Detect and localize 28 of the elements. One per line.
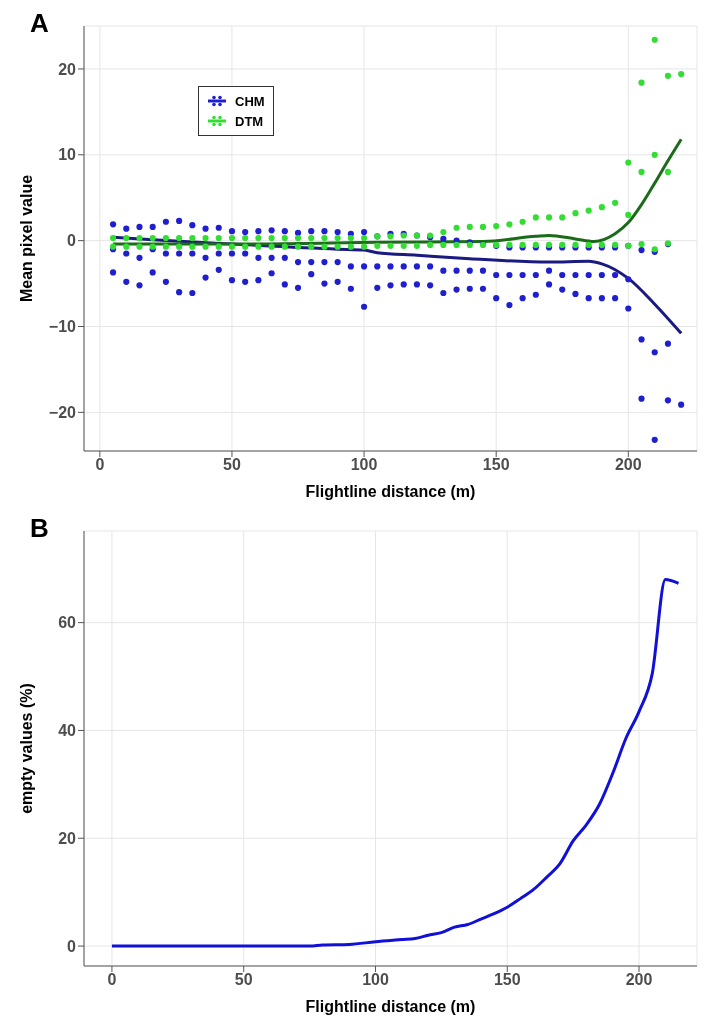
x-tick-label: 50 — [223, 456, 241, 474]
line-series — [110, 578, 681, 948]
chart-title: B — [30, 513, 49, 544]
x-tick-label: 150 — [493, 971, 521, 989]
y-tick-label: −10 — [48, 318, 77, 336]
x-tick-label: 0 — [107, 971, 117, 989]
x-tick-label: 0 — [95, 456, 105, 474]
y-axis-title: Mean pixel value — [17, 174, 35, 303]
x-tick-label: 200 — [625, 971, 653, 989]
y-tick-label: −20 — [48, 404, 77, 422]
legend-label: DTM — [235, 113, 264, 129]
y-tick-label: 0 — [67, 937, 77, 955]
x-tick-label: 150 — [482, 456, 510, 474]
y-tick-label: 10 — [58, 146, 77, 164]
x-axis-title: Flightline distance (m) — [305, 998, 476, 1015]
x-tick-label: 50 — [234, 971, 253, 989]
x-axis-title: Flightline distance (m) — [305, 483, 476, 500]
y-axis-title: empty values (%) — [17, 683, 35, 814]
x-tick-label: 100 — [362, 971, 389, 989]
y-tick-label: 20 — [58, 60, 77, 78]
y-tick-label: 0 — [67, 232, 77, 250]
legend-label: CHM — [235, 93, 265, 109]
y-tick-label: 40 — [58, 722, 77, 740]
y-tick-label: 20 — [58, 829, 77, 847]
x-tick-label: 100 — [350, 456, 378, 474]
chart-title: A — [30, 8, 49, 39]
x-tick-label: 200 — [614, 456, 642, 474]
y-tick-label: 60 — [58, 614, 77, 632]
